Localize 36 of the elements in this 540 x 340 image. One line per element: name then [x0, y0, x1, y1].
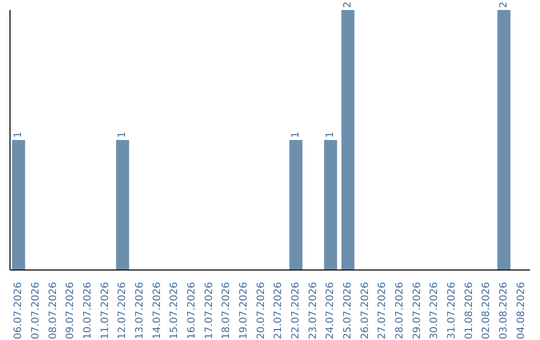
x-tick-label: 31.07.2026	[446, 282, 458, 340]
x-tick-label: 09.07.2026	[65, 282, 76, 340]
data-label: 1	[325, 132, 336, 138]
x-tick-label: 11.07.2026	[100, 282, 111, 340]
x-tick-label: 26.07.2026	[360, 282, 371, 340]
x-tick-label: 01.08.2026	[464, 282, 475, 340]
x-tick-label: 23.07.2026	[308, 282, 319, 340]
data-label: 2	[342, 2, 354, 8]
x-tick-label: 29.07.2026	[412, 282, 423, 340]
x-tick-label: 08.07.2026	[48, 282, 59, 340]
x-tick-label: 06.07.2026	[13, 282, 24, 340]
x-tick-label: 10.07.2026	[82, 282, 94, 340]
x-tick-label: 15.07.2026	[169, 282, 180, 340]
x-tick-label: 07.07.2026	[30, 282, 42, 340]
x-tick-label: 30.07.2026	[429, 282, 440, 340]
x-tick-label: 17.07.2026	[204, 282, 215, 340]
x-tick-label: 19.07.2026	[238, 282, 250, 340]
x-tick-label: 16.07.2026	[186, 282, 198, 340]
x-tick-label: 22.07.2026	[290, 282, 302, 340]
data-label: 2	[498, 2, 510, 8]
x-tick-label: 27.07.2026	[377, 282, 388, 340]
x-tick-label: 14.07.2026	[152, 282, 163, 340]
data-label: 1	[13, 132, 24, 138]
data-label: 1	[290, 132, 302, 138]
x-tick-label: 20.07.2026	[256, 282, 267, 340]
x-tick-label: 28.07.2026	[394, 282, 406, 340]
x-tick-label: 12.07.2026	[117, 282, 128, 340]
x-tick-label: 25.07.2026	[342, 282, 354, 340]
x-tick-label: 04.08.2026	[516, 282, 527, 340]
x-tick-label: 02.08.2026	[481, 282, 492, 340]
x-tick-label: 18.07.2026	[221, 282, 232, 340]
x-tick-label: 21.07.2026	[273, 282, 284, 340]
x-tick-label: 03.08.2026	[498, 282, 510, 340]
x-tick-label: 13.07.2026	[134, 282, 146, 340]
x-tick-label: 24.07.2026	[325, 282, 336, 340]
data-label: 1	[117, 132, 128, 138]
